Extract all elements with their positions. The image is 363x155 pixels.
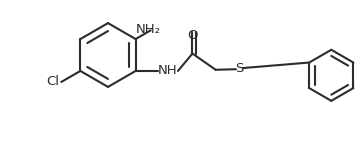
Text: Cl: Cl <box>46 75 59 89</box>
Text: NH₂: NH₂ <box>135 23 160 36</box>
Text: NH: NH <box>158 64 177 78</box>
Text: O: O <box>187 29 198 42</box>
Text: S: S <box>234 62 243 75</box>
